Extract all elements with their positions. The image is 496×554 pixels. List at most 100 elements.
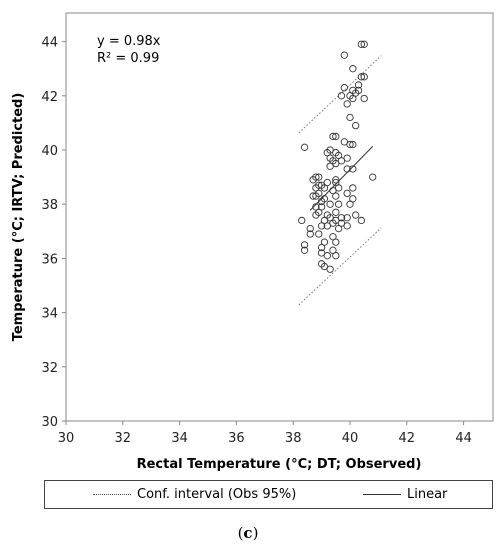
data-point [357, 73, 366, 81]
data-point [332, 252, 340, 260]
data-point [332, 192, 340, 200]
data-point [343, 165, 351, 173]
data-point [354, 86, 363, 95]
y-tick-label: 40 [41, 144, 58, 159]
data-point [323, 222, 331, 230]
x-tick-label: 32 [115, 431, 132, 446]
data-point [337, 219, 346, 227]
x-axis: 30 32 34 36 38 40 42 44 [58, 421, 472, 446]
linear-line [309, 146, 374, 211]
data-point [346, 140, 354, 149]
data-points [298, 40, 377, 273]
x-tick-label: 40 [342, 431, 359, 446]
data-point [349, 184, 357, 192]
x-axis-title: Rectal Temperature (°C; DT; Observed) [137, 457, 422, 472]
y-tick-label: 38 [41, 198, 58, 213]
x-tick-label: 34 [171, 431, 188, 446]
data-point [340, 51, 348, 59]
data-point [300, 143, 309, 151]
data-point [329, 132, 337, 141]
data-point [332, 132, 340, 141]
x-tick-label: 42 [399, 431, 416, 446]
data-point [343, 214, 351, 222]
linear-fit [309, 146, 374, 211]
solid-line-icon [363, 494, 401, 495]
data-point [317, 203, 326, 211]
x-tick-label: 30 [58, 431, 75, 446]
data-point [337, 92, 346, 100]
data-point [332, 238, 340, 246]
data-point [315, 181, 323, 189]
scatter-chart: 30 32 34 36 38 40 42 44 30 32 34 36 38 40 42 44 y = 0.… [11, 12, 494, 472]
data-point [337, 157, 346, 165]
data-point [334, 200, 343, 208]
data-point [320, 238, 329, 246]
y-tick-label: 44 [41, 36, 58, 51]
y-axis-title: Temperature (°C; IRTV; Predicted) [11, 93, 26, 342]
data-point [349, 165, 357, 173]
data-point [343, 222, 351, 230]
plot-area [65, 12, 494, 422]
data-point [352, 211, 360, 219]
data-point [349, 140, 357, 149]
data-point [332, 159, 340, 168]
ci-lower-line [298, 227, 382, 306]
data-point [360, 40, 368, 48]
data-point [326, 265, 334, 273]
legend-label-conf: Conf. interval (Obs 95%) [137, 487, 297, 502]
data-point [334, 184, 343, 192]
y-tick-label: 32 [41, 361, 58, 376]
x-tick-label: 36 [228, 431, 245, 446]
data-point [315, 173, 323, 181]
data-point [306, 230, 314, 238]
r-squared-label: R² = 0.99 [97, 51, 159, 66]
ci-upper-line [298, 55, 382, 134]
x-tick-label: 38 [285, 431, 302, 446]
data-point [317, 249, 326, 257]
data-point [306, 224, 314, 233]
data-point [360, 94, 368, 103]
data-point [300, 241, 309, 249]
data-point [357, 40, 366, 48]
y-tick-label: 42 [41, 90, 58, 105]
data-point [349, 65, 357, 73]
legend-item-conf: Conf. interval (Obs 95%) [93, 487, 296, 502]
data-point [315, 189, 323, 198]
dotted-line-icon [93, 494, 131, 495]
data-point [340, 84, 348, 92]
equation-label: y = 0.98x [97, 34, 161, 49]
data-point [323, 178, 331, 187]
caption-letter: c [243, 524, 253, 542]
data-point [320, 195, 329, 203]
y-tick-label: 30 [41, 415, 58, 430]
data-point [326, 146, 334, 154]
legend-label-linear: Linear [407, 487, 448, 502]
data-point [340, 138, 348, 146]
data-point [312, 173, 320, 181]
data-point [315, 230, 323, 238]
data-point [360, 73, 368, 81]
y-axis: 30 32 34 36 38 40 42 44 [41, 36, 66, 430]
confidence-interval [298, 55, 382, 306]
data-point [354, 81, 363, 89]
data-point [298, 216, 306, 225]
data-point [300, 246, 309, 254]
data-point [343, 154, 351, 162]
data-point [326, 200, 334, 208]
data-point [343, 100, 351, 108]
data-point [349, 195, 357, 203]
data-point [337, 214, 346, 222]
data-point [332, 176, 340, 184]
x-tick-label: 44 [455, 431, 472, 446]
data-point [323, 252, 331, 260]
data-point [309, 192, 317, 200]
data-point [357, 216, 366, 225]
data-point [369, 173, 377, 181]
legend: Conf. interval (Obs 95%) Linear [44, 480, 493, 509]
figure-caption: (c) [237, 524, 259, 542]
data-point [332, 208, 340, 216]
data-point [332, 216, 340, 225]
data-point [320, 262, 329, 271]
data-point [352, 121, 360, 130]
legend-item-linear: Linear [363, 487, 447, 502]
